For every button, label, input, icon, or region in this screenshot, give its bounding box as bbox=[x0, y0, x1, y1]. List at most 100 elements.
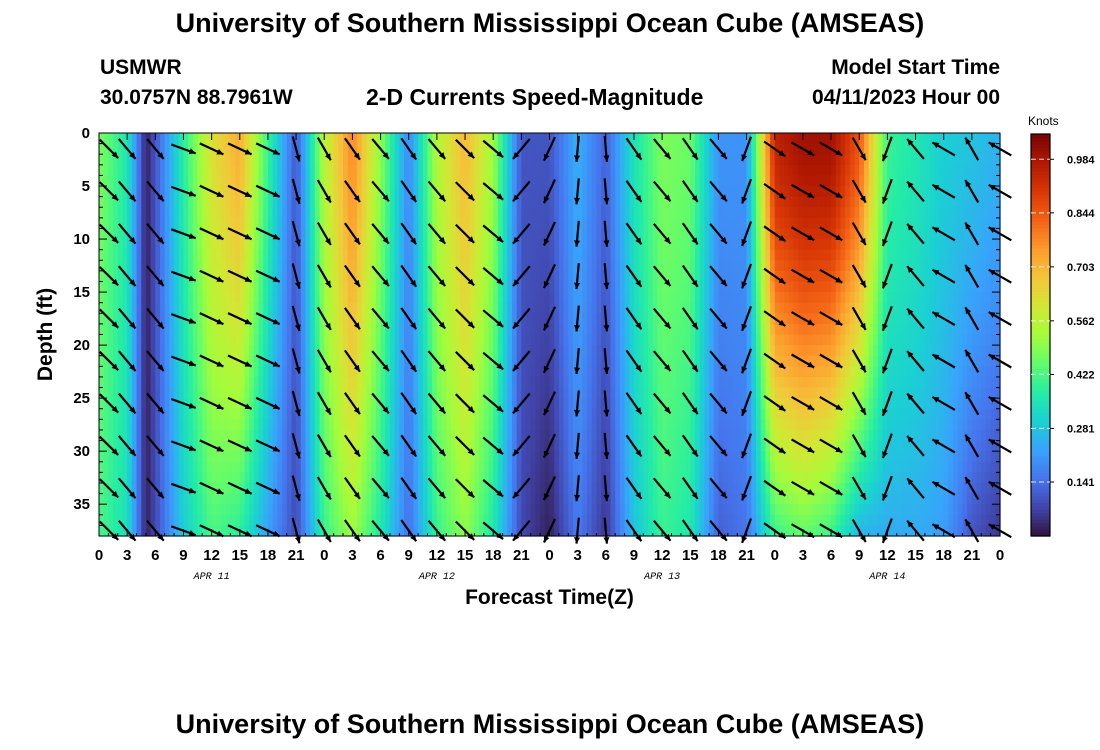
heatmap-cell bbox=[615, 366, 621, 378]
heatmap-cell bbox=[469, 270, 476, 283]
heatmap-cell bbox=[103, 440, 109, 452]
heatmap-cell bbox=[680, 461, 687, 473]
heatmap-cell bbox=[286, 398, 292, 410]
heatmap-cell bbox=[347, 164, 353, 177]
heatmap-cell bbox=[666, 228, 673, 240]
heatmap-cell bbox=[389, 398, 396, 410]
heatmap-cell bbox=[521, 281, 527, 293]
heatmap-cell bbox=[366, 461, 372, 473]
heatmap-cell bbox=[427, 504, 433, 516]
heatmap-cell bbox=[253, 493, 260, 505]
heatmap-cell bbox=[253, 355, 260, 367]
heatmap-cell bbox=[183, 461, 189, 473]
heatmap-cell bbox=[676, 270, 682, 283]
heatmap-cell bbox=[282, 154, 288, 166]
heatmap-cell bbox=[145, 525, 152, 537]
heatmap-cell bbox=[192, 376, 199, 389]
heatmap-cell bbox=[160, 387, 166, 399]
heatmap-cell bbox=[493, 514, 499, 526]
heatmap-cell bbox=[577, 154, 583, 166]
heatmap-cell bbox=[544, 270, 551, 283]
heatmap-cell bbox=[202, 408, 208, 420]
heatmap-cell bbox=[333, 217, 339, 230]
heatmap-cell bbox=[225, 133, 231, 145]
heatmap-cell bbox=[399, 525, 405, 537]
heatmap-cell bbox=[99, 334, 105, 346]
heatmap-cell bbox=[643, 313, 649, 325]
heatmap-cell bbox=[136, 366, 142, 378]
heatmap-cell bbox=[296, 249, 302, 261]
heatmap-cell bbox=[216, 376, 222, 389]
heatmap-cell bbox=[662, 345, 668, 357]
heatmap-cell bbox=[624, 249, 630, 261]
heatmap-cell bbox=[474, 334, 480, 346]
heatmap-cell bbox=[113, 270, 119, 283]
heatmap-cell bbox=[441, 249, 447, 261]
heatmap-cell bbox=[671, 514, 677, 526]
heatmap-cell bbox=[136, 419, 142, 431]
heatmap-cell bbox=[164, 270, 170, 283]
heatmap-cell bbox=[474, 493, 480, 505]
heatmap-cell bbox=[685, 429, 691, 442]
heatmap-cell bbox=[469, 143, 476, 155]
heatmap-cell bbox=[361, 419, 368, 431]
heatmap-cell bbox=[108, 292, 114, 304]
heatmap-cell bbox=[441, 217, 447, 230]
heatmap-cell bbox=[216, 154, 222, 166]
heatmap-cell bbox=[615, 196, 621, 208]
heatmap-cell bbox=[666, 514, 673, 526]
heatmap-cell bbox=[432, 186, 438, 198]
heatmap-cell bbox=[324, 175, 330, 187]
heatmap-cell bbox=[277, 228, 283, 240]
heatmap-cell bbox=[577, 387, 583, 399]
heatmap-cell bbox=[427, 345, 433, 357]
heatmap-cell bbox=[249, 419, 255, 431]
heatmap-cell bbox=[399, 482, 405, 495]
heatmap-cell bbox=[136, 270, 142, 283]
heatmap-cell bbox=[648, 196, 654, 208]
heatmap-cell bbox=[160, 186, 166, 198]
heatmap-cell bbox=[422, 334, 429, 346]
heatmap-cell bbox=[488, 313, 494, 325]
heatmap-cell bbox=[549, 525, 555, 537]
heatmap-cell bbox=[211, 451, 217, 463]
heatmap-cell bbox=[619, 175, 626, 187]
heatmap-cell bbox=[624, 228, 630, 240]
heatmap-cell bbox=[183, 249, 189, 261]
heatmap-cell bbox=[296, 334, 302, 346]
heatmap-cell bbox=[662, 376, 668, 389]
heatmap-cell bbox=[343, 270, 349, 283]
heatmap-cell bbox=[521, 408, 527, 420]
heatmap-cell bbox=[624, 143, 630, 155]
heatmap-cell bbox=[666, 398, 673, 410]
heatmap-cell bbox=[230, 387, 236, 399]
heatmap-cell bbox=[347, 461, 353, 473]
heatmap-cell bbox=[380, 472, 386, 484]
heatmap-cell bbox=[465, 451, 471, 463]
heatmap-cell bbox=[141, 323, 147, 336]
heatmap-cell bbox=[253, 376, 260, 389]
heatmap-cell bbox=[521, 217, 527, 230]
heatmap-cell bbox=[671, 493, 677, 505]
heatmap-cell bbox=[300, 493, 307, 505]
heatmap-cell bbox=[174, 408, 180, 420]
heatmap-cell bbox=[99, 398, 105, 410]
heatmap-cell bbox=[347, 504, 353, 516]
heatmap-cell bbox=[601, 493, 607, 505]
heatmap-cell bbox=[399, 249, 405, 261]
heatmap-cell bbox=[601, 207, 607, 219]
heatmap-cell bbox=[235, 196, 241, 208]
heatmap-cell bbox=[497, 196, 504, 208]
heatmap-cell bbox=[596, 376, 602, 389]
heatmap-cell bbox=[174, 249, 180, 261]
heatmap-cell bbox=[357, 398, 363, 410]
heatmap-cell bbox=[169, 387, 175, 399]
heatmap-cell bbox=[666, 493, 673, 505]
heatmap-cell bbox=[652, 154, 659, 166]
heatmap-cell bbox=[343, 239, 349, 251]
heatmap-cell bbox=[619, 207, 626, 219]
heatmap-cell bbox=[324, 143, 330, 155]
heatmap-cell bbox=[563, 355, 569, 367]
heatmap-cell bbox=[610, 514, 616, 526]
heatmap-cell bbox=[605, 313, 612, 325]
